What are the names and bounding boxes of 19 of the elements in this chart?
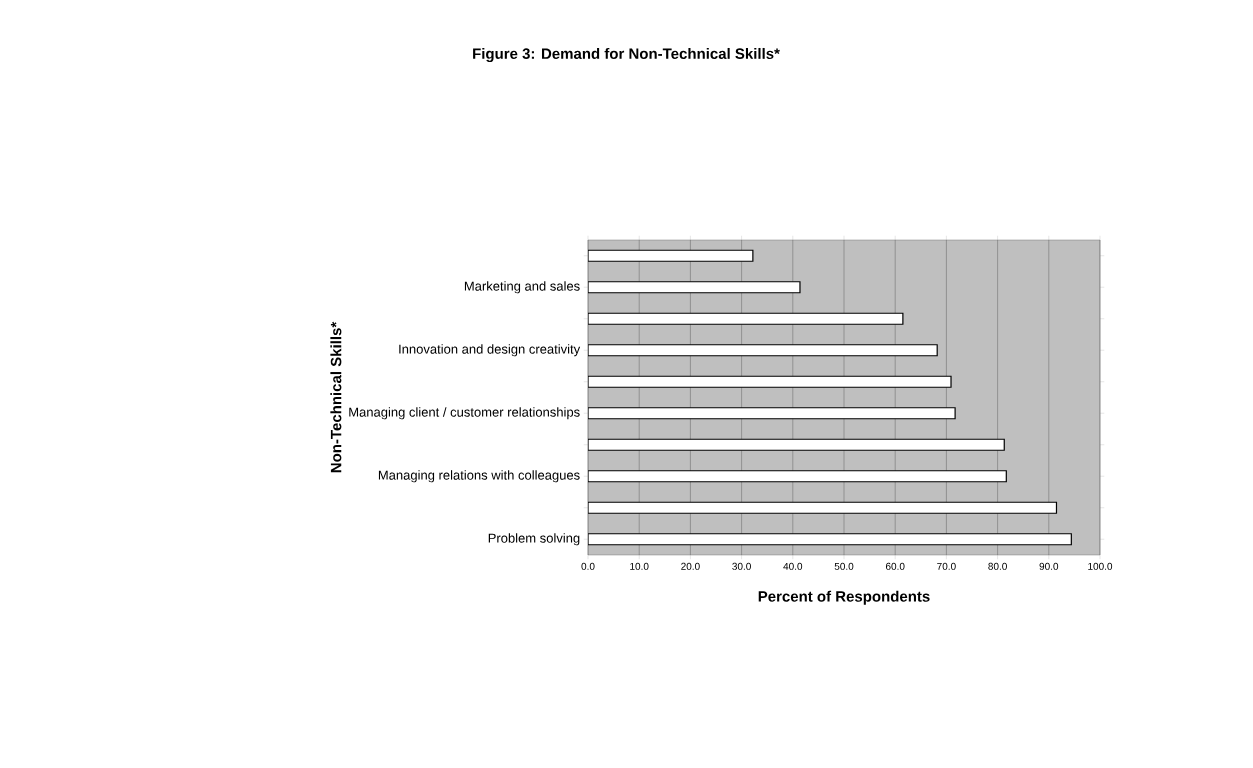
y-tick-label: Marketing and sales: [464, 281, 580, 294]
x-tick-label: 10.0: [630, 562, 649, 570]
x-tick-label: 50.0: [834, 562, 854, 570]
y-tick-label: Managing relations with colleagues: [378, 470, 580, 483]
x-tick-label: 0.0: [581, 562, 595, 570]
y-axis-title: Non-Technical Skills*: [330, 321, 342, 473]
x-tick-label: 30.0: [732, 562, 751, 570]
y-tick-label: Innovation and design creativity: [399, 344, 581, 357]
x-tick-label: 60.0: [885, 562, 905, 570]
x-tick-label: 90.0: [1039, 562, 1059, 570]
x-tick-label: 40.0: [783, 562, 803, 570]
y-tick-label: Managing client / customer relationships: [349, 407, 580, 420]
x-tick-label: 70.0: [937, 562, 956, 570]
x-tick-label: 100.0: [1088, 562, 1113, 570]
y-tick-label: Problem solving: [488, 533, 580, 546]
x-axis-title: Percent of Respondents: [758, 590, 930, 605]
chart-title: Figure 3: Demand for Non-Technical Skills*: [473, 47, 780, 63]
x-tick-label: 80.0: [988, 562, 1007, 570]
x-tick-label: 20.0: [681, 562, 700, 570]
